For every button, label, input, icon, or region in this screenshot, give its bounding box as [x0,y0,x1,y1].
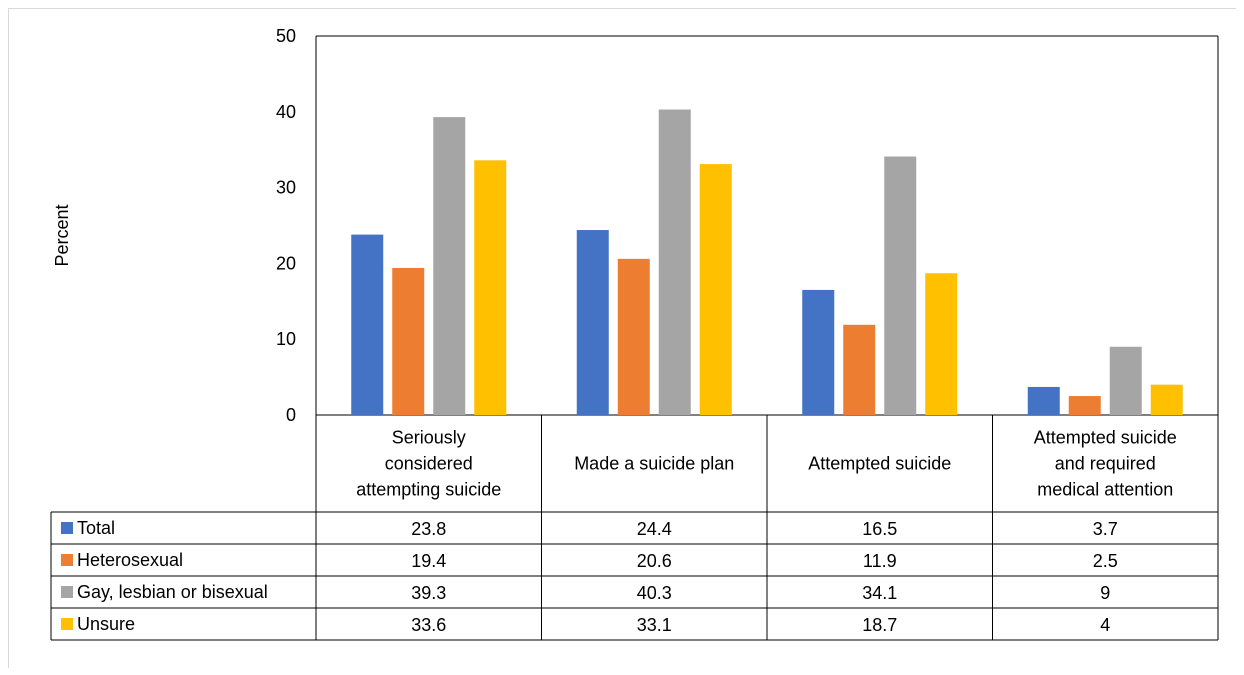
bar-4-2 [1068,396,1101,415]
table-value-cell: 33.6 [411,615,446,635]
chart-frame [8,8,1236,668]
bar-1-2 [392,267,425,415]
bar-1-4 [474,160,507,415]
bar-2-1 [576,230,609,415]
table-value-cell: 40.3 [637,583,672,603]
legend-key-swatch [61,586,73,598]
y-tick-label: 30 [276,178,296,198]
bar-3-3 [884,156,917,415]
bar-2-3 [658,109,691,415]
bar-3-4 [925,273,958,415]
legend-key-swatch [61,554,73,566]
table-value-cell: 23.8 [411,519,446,539]
legend-key-swatch [61,522,73,534]
table-value-cell: 34.1 [862,583,897,603]
bar-4-3 [1109,346,1142,415]
table-value-cell: 18.7 [862,615,897,635]
bar-1-3 [433,117,466,415]
y-tick-label: 50 [276,26,296,46]
category-label: Made a suicide plan [574,454,734,474]
table-value-cell: 19.4 [411,551,446,571]
legend-series-name: Total [77,518,115,538]
table-value-cell: 4 [1100,615,1110,635]
table-value-cell: 20.6 [637,551,672,571]
table-value-cell: 11.9 [863,551,897,571]
table-value-cell: 24.4 [637,519,672,539]
y-tick-label: 40 [276,102,296,122]
y-tick-label: 20 [276,253,296,273]
legend-series-name: Gay, lesbian or bisexual [77,582,268,602]
bar-2-4 [699,164,732,415]
category-label: Attempted suicide and required medical att… [1034,428,1177,500]
bar-4-4 [1150,384,1183,415]
bar-1-1 [351,234,384,415]
legend-series-name: Unsure [77,614,135,634]
y-tick-label: 0 [286,405,296,425]
bar-2-2 [617,258,650,415]
y-axis-title: Percent [52,204,72,266]
table-value-cell: 16.5 [862,519,897,539]
legend-series-name: Heterosexual [77,550,183,570]
table-value-cell: 9 [1100,583,1110,603]
bar-3-1 [802,289,835,415]
bar-4-1 [1027,386,1060,415]
category-label: Seriously considered attempting suicide [356,428,501,500]
legend-key-swatch [61,618,73,630]
table-value-cell: 2.5 [1093,551,1118,571]
y-tick-label: 10 [276,329,296,349]
table-value-cell: 33.1 [637,615,672,635]
category-label: Attempted suicide [808,454,951,474]
table-value-cell: 3.7 [1093,519,1118,539]
bar-3-2 [843,324,876,415]
table-value-cell: 39.3 [411,583,446,603]
